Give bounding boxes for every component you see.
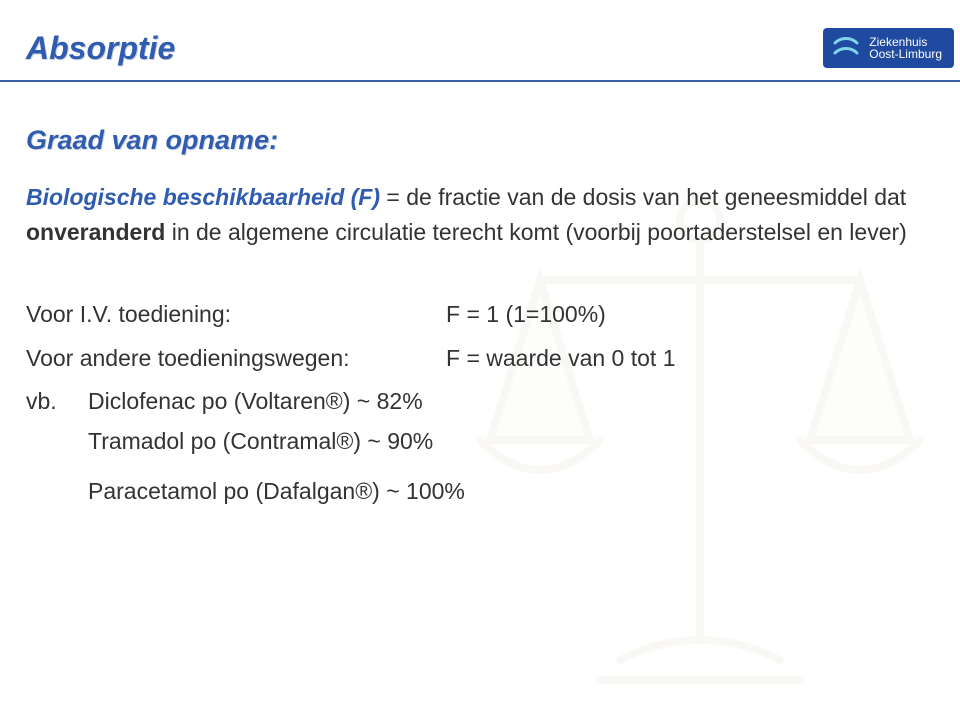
row-label: Voor I.V. toediening: [26, 297, 446, 333]
hospital-logo: Ziekenhuis Oost-Limburg [823, 28, 954, 68]
row-label: Voor andere toedieningswegen: [26, 341, 446, 377]
definition-text-2: in de algemene circulatie terecht komt (… [165, 219, 906, 245]
slide: Absorptie Ziekenhuis Oost-Limburg Graad … [0, 0, 960, 720]
row-value: F = waarde van 0 tot 1 [446, 341, 676, 377]
header-rule [0, 80, 960, 82]
row-value: F = 1 (1=100%) [446, 297, 606, 333]
logo-text-line2: Oost-Limburg [869, 48, 942, 60]
example-line: Paracetamol po (Dafalgan®) ~ 100% [26, 474, 934, 510]
spacer [26, 474, 88, 510]
example-item: Diclofenac po (Voltaren®) ~ 82% [88, 384, 423, 420]
logo-mark-icon [831, 35, 861, 61]
example-item: Paracetamol po (Dafalgan®) ~ 100% [88, 474, 465, 510]
spacer [26, 424, 88, 460]
examples-label: vb. [26, 384, 88, 420]
example-item: Tramadol po (Contramal®) ~ 90% [88, 424, 433, 460]
page-title: Absorptie [26, 30, 175, 67]
definition-emph: onveranderd [26, 219, 165, 245]
header: Absorptie Ziekenhuis Oost-Limburg [0, 20, 960, 76]
section-title: Graad van opname: [26, 120, 934, 162]
row-other: Voor andere toedieningswegen: F = waarde… [26, 341, 934, 377]
example-line: Tramadol po (Contramal®) ~ 90% [26, 424, 934, 460]
logo-text: Ziekenhuis Oost-Limburg [869, 36, 942, 60]
definition-term: Biologische beschikbaarheid (F) [26, 184, 380, 210]
example-line: vb. Diclofenac po (Voltaren®) ~ 82% [26, 384, 934, 420]
slide-body: Graad van opname: Biologische beschikbaa… [26, 120, 934, 513]
value-rows: Voor I.V. toediening: F = 1 (1=100%) Voo… [26, 297, 934, 509]
definition-text-1: = de fractie van de dosis van het genees… [380, 184, 906, 210]
examples: vb. Diclofenac po (Voltaren®) ~ 82% Tram… [26, 384, 934, 509]
definition-paragraph: Biologische beschikbaarheid (F) = de fra… [26, 180, 934, 251]
row-iv: Voor I.V. toediening: F = 1 (1=100%) [26, 297, 934, 333]
